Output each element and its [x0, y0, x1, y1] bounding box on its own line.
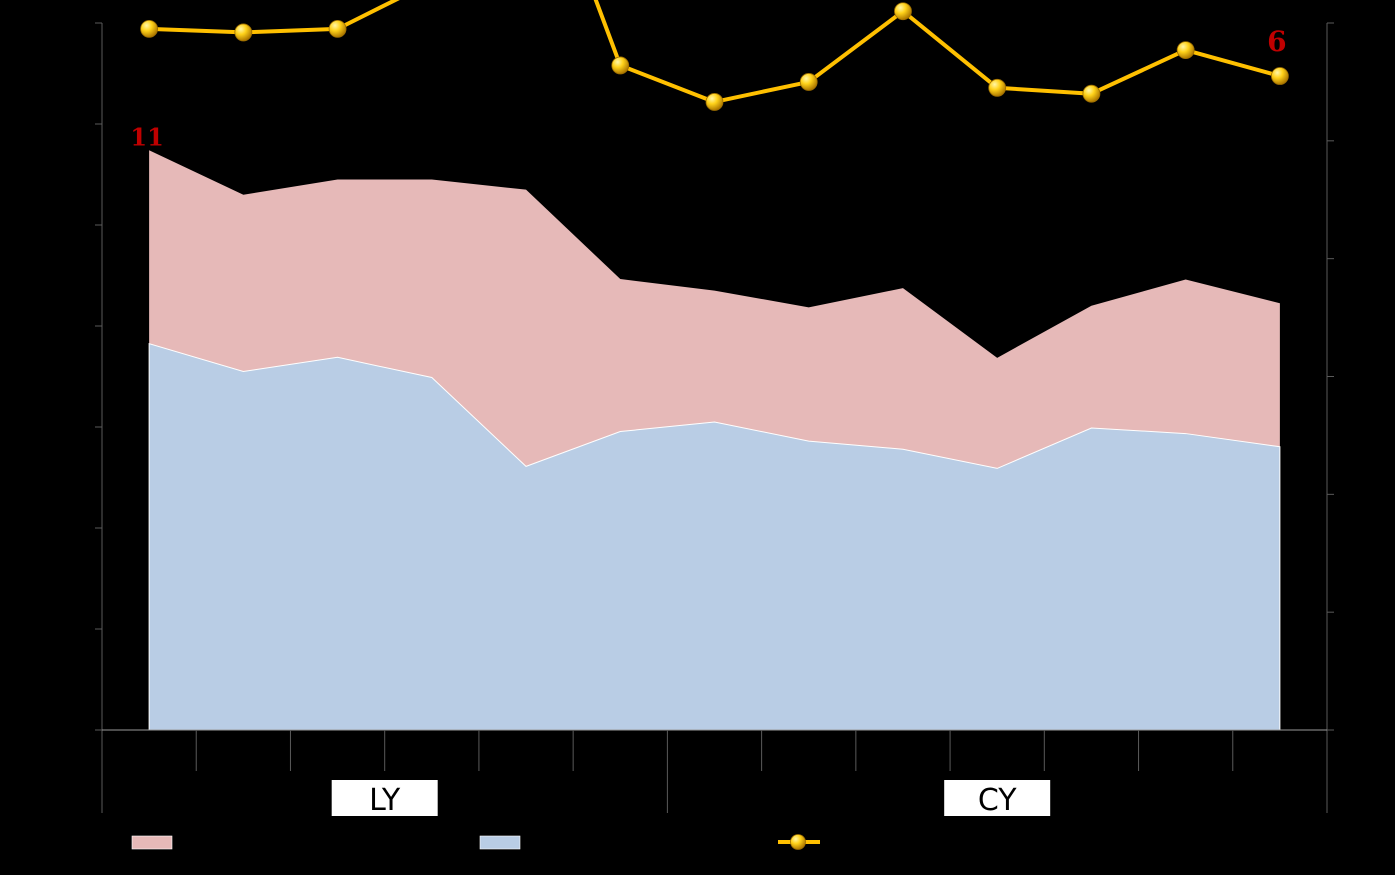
group-label-box: [944, 780, 1051, 816]
area-layer: [148, 150, 1281, 731]
line-point: [799, 73, 818, 91]
legend-marker: [790, 834, 806, 850]
line-point: [611, 56, 630, 75]
data-label: 6: [1267, 25, 1286, 58]
line-point: [988, 78, 1007, 97]
x-group-labels: LY CY: [331, 780, 1051, 818]
line-point: [328, 19, 347, 38]
area-series-bottom: [148, 343, 1281, 731]
line-point: [234, 23, 253, 42]
group-label: CY: [978, 783, 1017, 818]
line-point: [1270, 67, 1289, 85]
line-series: [149, 0, 1281, 104]
group-label-box: [331, 780, 438, 816]
annotations: 11 6: [130, 25, 1286, 151]
line-layer: [140, 0, 1289, 111]
line-point: [1176, 41, 1195, 60]
axes: [95, 22, 1334, 813]
group-label: LY: [369, 783, 401, 818]
line-point: [140, 19, 159, 38]
line-point: [894, 2, 912, 21]
legend: [131, 834, 820, 850]
data-label: 11: [130, 122, 163, 151]
line-point: [1082, 84, 1101, 103]
legend-swatch: [131, 835, 173, 850]
line-point: [705, 93, 724, 111]
legend-swatch: [479, 835, 521, 850]
